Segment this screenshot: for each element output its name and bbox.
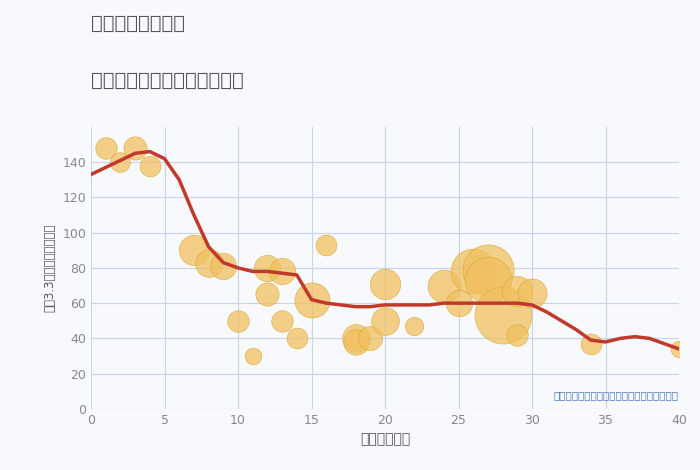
Y-axis label: 坪（3.3㎡）単価（万円）: 坪（3.3㎡）単価（万円） [43, 224, 57, 312]
Point [232, 317, 244, 324]
Text: 埼玉県三郷市天神: 埼玉県三郷市天神 [91, 14, 185, 33]
Point [512, 331, 523, 338]
Point [482, 266, 493, 274]
Point [350, 335, 361, 342]
Point [321, 241, 332, 249]
X-axis label: 築年数（年）: 築年数（年） [360, 432, 410, 446]
Point [453, 299, 464, 307]
Point [512, 287, 523, 295]
Point [673, 345, 685, 352]
Point [262, 264, 273, 272]
Point [115, 158, 126, 166]
Text: 築年数別中古マンション価格: 築年数別中古マンション価格 [91, 70, 244, 89]
Point [497, 312, 508, 319]
Point [203, 259, 214, 266]
Point [218, 262, 229, 270]
Point [585, 340, 596, 347]
Point [276, 268, 288, 275]
Point [188, 247, 199, 254]
Point [365, 335, 376, 342]
Point [262, 290, 273, 298]
Point [100, 144, 111, 152]
Text: 円の大きさは、取引のあった物件面積を示す: 円の大きさは、取引のあった物件面積を示す [554, 391, 679, 400]
Point [291, 335, 302, 342]
Point [276, 317, 288, 324]
Point [468, 268, 479, 275]
Point [247, 352, 258, 360]
Point [379, 280, 391, 288]
Point [306, 296, 317, 304]
Point [526, 289, 538, 297]
Point [350, 338, 361, 346]
Point [482, 276, 493, 284]
Point [144, 162, 155, 170]
Point [409, 322, 420, 330]
Point [438, 282, 449, 289]
Point [130, 144, 141, 152]
Point [379, 317, 391, 324]
